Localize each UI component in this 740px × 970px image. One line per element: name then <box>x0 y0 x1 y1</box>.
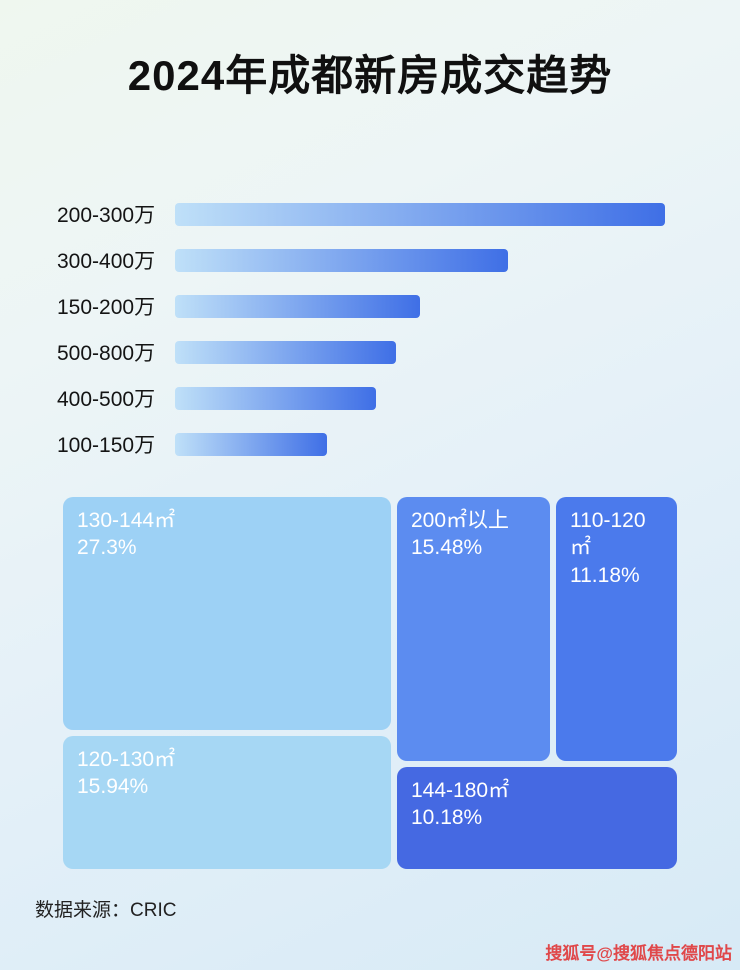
treemap-block-130-144: 130-144㎡ 27.3% <box>63 497 391 730</box>
treemap-block-label: 120-130㎡ <box>77 748 176 771</box>
treemap-block-percent: 10.18% <box>411 806 483 830</box>
bar-category-label: 500-800万 <box>57 342 156 365</box>
treemap-block-percent: 27.3% <box>77 536 137 560</box>
bar-category-label: 300-400万 <box>57 250 156 273</box>
treemap-block-144-180: 144-180㎡ 10.18% <box>397 767 677 869</box>
treemap-block-120-130: 120-130㎡ 15.94% <box>63 736 391 869</box>
treemap-block-percent: 11.18% <box>570 563 640 587</box>
bar-row: 500-800万 <box>0 329 740 375</box>
bar-row: 200-300万 <box>0 191 740 237</box>
bar <box>175 432 327 456</box>
treemap-block-label: 200㎡以上 <box>411 509 510 532</box>
bar-row: 400-500万 <box>0 375 740 421</box>
bar-track <box>175 202 665 226</box>
bar-track <box>175 340 665 364</box>
bar <box>175 202 665 226</box>
treemap-block-label: 144-180㎡ <box>411 779 510 802</box>
bar-track <box>175 248 665 272</box>
bar-track <box>175 432 665 456</box>
treemap-block-110-120: 110-120㎡ 11.18% <box>556 497 677 761</box>
data-source-note: 数据来源：CRIC <box>35 900 177 921</box>
bar-row: 100-150万 <box>0 421 740 467</box>
bar-track <box>175 294 665 318</box>
bar-category-label: 200-300万 <box>57 204 156 227</box>
treemap-block-200-plus: 200㎡以上 15.48% <box>397 497 550 761</box>
bar-category-label: 150-200万 <box>57 296 156 319</box>
bar-track <box>175 386 665 410</box>
watermark: 搜狐号@搜狐焦点德阳站 <box>545 944 732 963</box>
bar-row: 150-200万 <box>0 283 740 329</box>
bar-category-label: 100-150万 <box>57 434 156 457</box>
bar <box>175 294 420 318</box>
treemap-block-percent: 15.48% <box>411 536 483 560</box>
bar-row: 300-400万 <box>0 237 740 283</box>
bar <box>175 386 376 410</box>
bar <box>175 340 396 364</box>
bar-category-label: 400-500万 <box>57 388 156 411</box>
treemap-block-percent: 15.94% <box>77 775 149 799</box>
area-share-treemap: 130-144㎡ 27.3% 120-130㎡ 15.94% 200㎡以上 15… <box>63 497 677 869</box>
page-title: 2024年成都新房成交趋势 <box>127 52 613 99</box>
treemap-block-label: 110-120㎡ <box>570 509 646 560</box>
bar <box>175 248 509 272</box>
price-band-bar-chart: 200-300万 300-400万 150-200万 500-800万 400- <box>0 191 740 467</box>
treemap-block-label: 130-144㎡ <box>77 509 176 532</box>
